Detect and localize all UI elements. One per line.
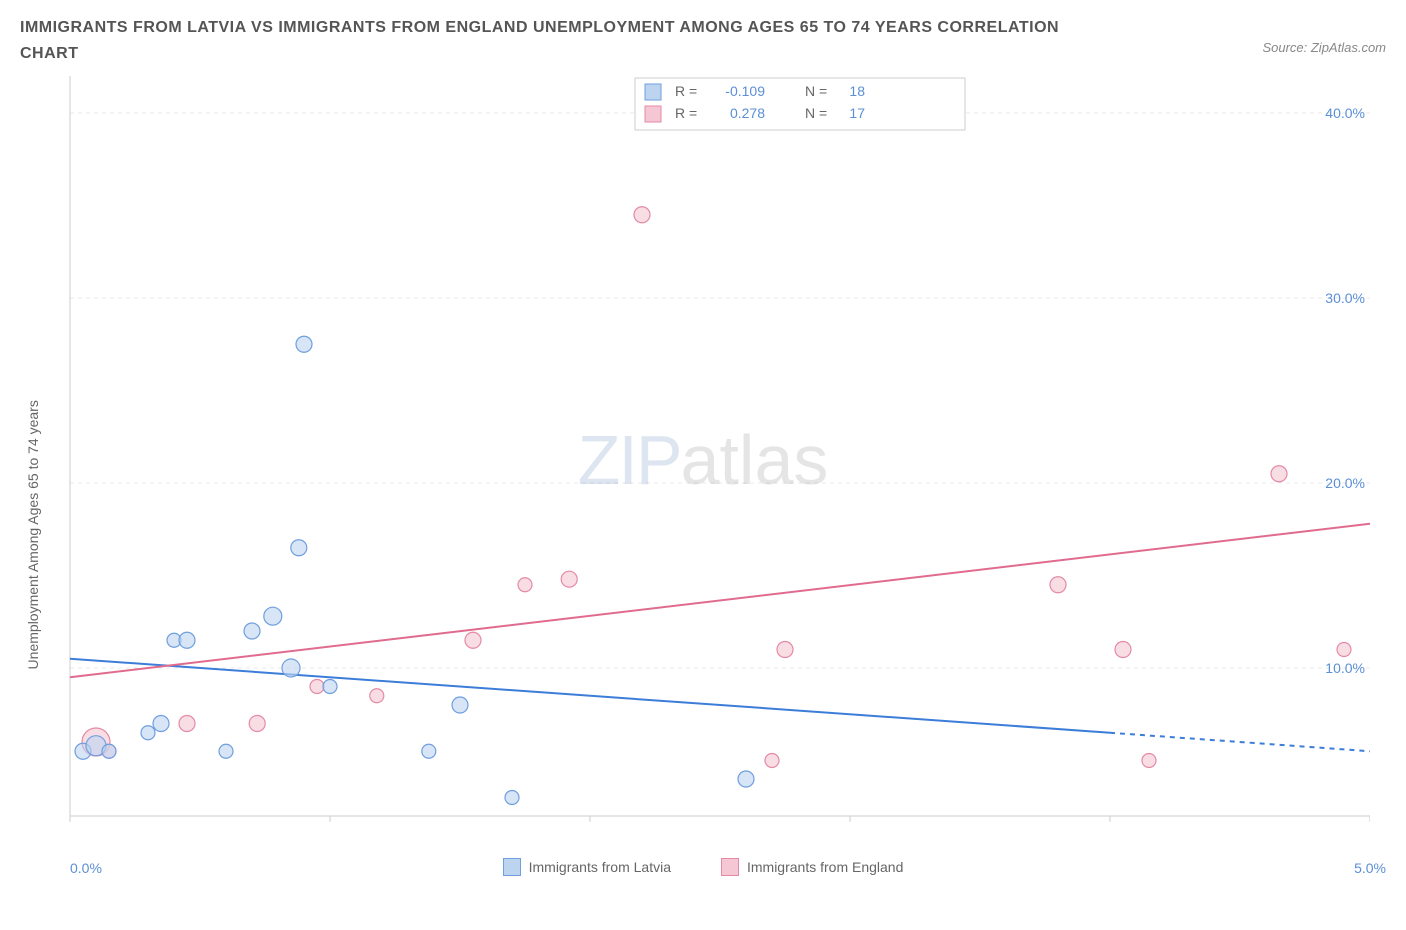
legend-item-latvia: Immigrants from Latvia	[503, 858, 671, 876]
bottom-legend: Immigrants from Latvia Immigrants from E…	[20, 858, 1386, 876]
source-attribution: Source: ZipAtlas.com	[1262, 40, 1386, 55]
legend-label-england: Immigrants from England	[747, 859, 903, 875]
svg-text:R =: R =	[675, 105, 697, 121]
legend-swatch-england	[721, 858, 739, 876]
chart-container: 10.0% 20.0% 30.0% 40.0% R = -0.109 N = 18 R = 0.2…	[20, 76, 1386, 876]
legend-label-latvia: Immigrants from Latvia	[529, 859, 671, 875]
svg-text:Unemployment Among Ages 65 to: Unemployment Among Ages 65 to 74 years	[25, 400, 41, 669]
svg-text:N =: N =	[805, 105, 827, 121]
svg-text:N =: N =	[805, 83, 827, 99]
svg-text:18: 18	[849, 83, 865, 99]
scatter-plot: 10.0% 20.0% 30.0% 40.0% R = -0.109 N = 18 R = 0.2…	[20, 76, 1370, 856]
svg-text:-0.109: -0.109	[725, 83, 765, 99]
svg-text:20.0%: 20.0%	[1325, 475, 1365, 491]
chart-title: IMMIGRANTS FROM LATVIA VS IMMIGRANTS FRO…	[20, 15, 1120, 66]
legend-swatch-latvia	[503, 858, 521, 876]
svg-text:17: 17	[849, 105, 865, 121]
svg-text:30.0%: 30.0%	[1325, 290, 1365, 306]
chart-header: IMMIGRANTS FROM LATVIA VS IMMIGRANTS FRO…	[20, 15, 1386, 66]
legend-item-england: Immigrants from England	[721, 858, 903, 876]
svg-text:R =: R =	[675, 83, 697, 99]
svg-text:0.278: 0.278	[730, 105, 765, 121]
svg-text:40.0%: 40.0%	[1325, 105, 1365, 121]
svg-text:10.0%: 10.0%	[1325, 660, 1365, 676]
